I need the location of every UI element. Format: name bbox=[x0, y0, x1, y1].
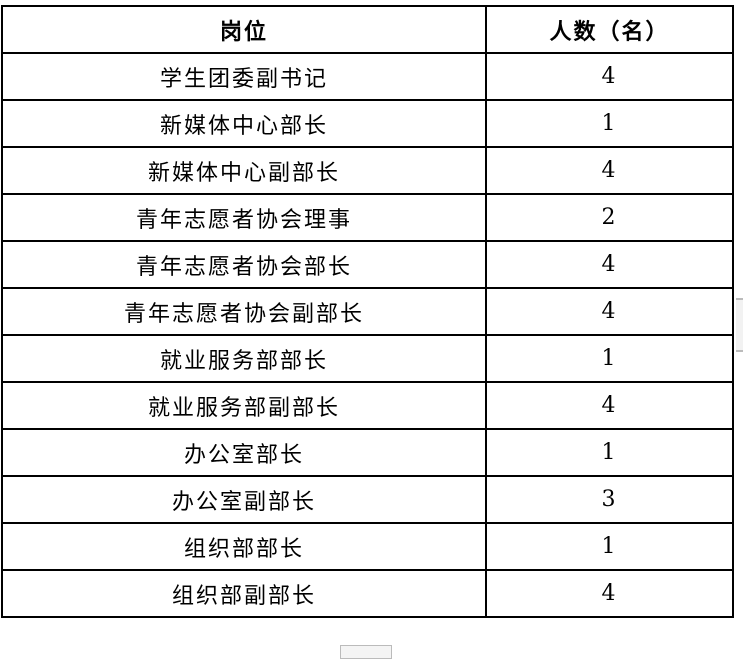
table-row: 学生团委副书记 4 bbox=[1, 52, 734, 101]
position-cell: 青年志愿者协会副部长 bbox=[1, 287, 487, 336]
table-row: 就业服务部副部长 4 bbox=[1, 381, 734, 430]
table-row: 就业服务部部长 1 bbox=[1, 334, 734, 383]
table-row: 办公室部长 1 bbox=[1, 428, 734, 477]
table-row: 新媒体中心部长 1 bbox=[1, 99, 734, 148]
count-cell: 1 bbox=[485, 522, 734, 571]
position-cell: 办公室部长 bbox=[1, 428, 487, 477]
position-cell: 学生团委副书记 bbox=[1, 52, 487, 101]
count-cell: 1 bbox=[485, 334, 734, 383]
count-cell: 4 bbox=[485, 240, 734, 289]
count-cell: 4 bbox=[485, 381, 734, 430]
table-row: 组织部部长 1 bbox=[1, 522, 734, 571]
table-row: 办公室副部长 3 bbox=[1, 475, 734, 524]
table-row: 组织部副部长 4 bbox=[1, 569, 734, 618]
position-cell: 新媒体中心副部长 bbox=[1, 146, 487, 195]
count-cell: 4 bbox=[485, 287, 734, 336]
count-cell: 1 bbox=[485, 428, 734, 477]
position-cell: 青年志愿者协会理事 bbox=[1, 193, 487, 242]
position-cell: 组织部副部长 bbox=[1, 569, 487, 618]
position-cell: 组织部部长 bbox=[1, 522, 487, 571]
count-cell: 4 bbox=[485, 569, 734, 618]
position-cell: 青年志愿者协会部长 bbox=[1, 240, 487, 289]
position-cell: 就业服务部部长 bbox=[1, 334, 487, 383]
count-cell: 4 bbox=[485, 146, 734, 195]
bottom-scroll-handle[interactable] bbox=[340, 645, 392, 659]
count-cell: 1 bbox=[485, 99, 734, 148]
positions-table: 岗位 人数（名） 学生团委副书记 4 新媒体中心部长 1 新媒体中心副部长 4 青年志愿者协… bbox=[1, 5, 734, 618]
header-count: 人数（名） bbox=[485, 5, 734, 54]
side-scroll-handle[interactable] bbox=[736, 298, 743, 352]
count-cell: 3 bbox=[485, 475, 734, 524]
table-row: 青年志愿者协会理事 2 bbox=[1, 193, 734, 242]
header-row: 岗位 人数（名） bbox=[1, 5, 734, 54]
position-cell: 新媒体中心部长 bbox=[1, 99, 487, 148]
count-cell: 4 bbox=[485, 52, 734, 101]
table-row: 新媒体中心副部长 4 bbox=[1, 146, 734, 195]
table-row: 青年志愿者协会部长 4 bbox=[1, 240, 734, 289]
position-cell: 办公室副部长 bbox=[1, 475, 487, 524]
count-cell: 2 bbox=[485, 193, 734, 242]
table-row: 青年志愿者协会副部长 4 bbox=[1, 287, 734, 336]
position-cell: 就业服务部副部长 bbox=[1, 381, 487, 430]
header-position: 岗位 bbox=[1, 5, 487, 54]
